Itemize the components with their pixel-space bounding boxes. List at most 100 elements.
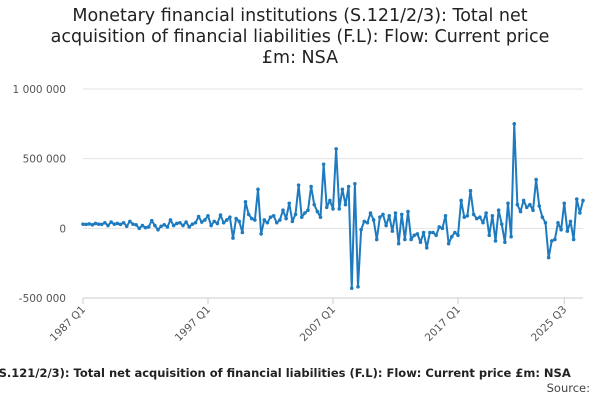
data-point — [396, 241, 401, 246]
data-point — [240, 230, 245, 235]
data-point — [556, 220, 560, 225]
data-point — [521, 198, 526, 203]
data-point — [456, 233, 460, 238]
data-point — [381, 212, 385, 217]
data-point — [459, 198, 463, 203]
data-point — [387, 213, 392, 218]
data-point — [287, 201, 292, 206]
data-point — [559, 227, 563, 232]
data-point — [174, 221, 179, 226]
data-point — [371, 218, 376, 222]
data-point — [124, 224, 129, 229]
data-point — [112, 222, 117, 226]
data-point — [443, 213, 448, 218]
data-point — [378, 215, 382, 219]
data-point — [365, 220, 370, 225]
data-point — [168, 218, 173, 222]
x-axis: 1987 Q1 1997 Q1 2007 Q1 2017 Q1 2025 Q3 — [48, 297, 583, 344]
data-point — [399, 212, 404, 217]
data-point — [574, 197, 579, 201]
data-point — [181, 223, 185, 228]
data-point — [512, 122, 517, 126]
y-tick-label: 0 — [59, 223, 66, 235]
data-point — [312, 202, 317, 207]
data-point — [243, 200, 248, 204]
data-point — [134, 223, 138, 227]
y-tick-label: 500 000 — [23, 154, 66, 166]
data-point — [290, 219, 295, 224]
data-point — [440, 226, 445, 231]
x-tick-label: 2017 Q1 — [423, 304, 463, 344]
data-point — [424, 246, 429, 250]
data-point — [196, 214, 201, 219]
data-point — [103, 220, 107, 225]
data-point — [281, 208, 285, 213]
chart-caption: Monetary financial institutions (S.121/2… — [0, 366, 600, 380]
data-point — [278, 218, 282, 222]
data-point — [271, 213, 276, 218]
data-point — [468, 188, 473, 193]
data-point — [115, 221, 120, 226]
data-point — [368, 211, 373, 215]
data-point — [553, 237, 557, 242]
data-point — [524, 205, 529, 210]
data-point — [137, 226, 142, 231]
data-point — [149, 218, 154, 223]
chart-title-line-3: £m: NSA — [261, 48, 339, 68]
data-point — [259, 232, 263, 236]
data-point — [249, 216, 254, 221]
data-point — [156, 227, 160, 232]
data-point — [393, 211, 398, 215]
data-point — [509, 234, 513, 239]
data-point — [412, 233, 417, 238]
data-point — [162, 223, 167, 227]
data-point — [346, 184, 351, 189]
data-point — [343, 202, 348, 207]
data-point — [506, 201, 510, 206]
data-point — [340, 187, 345, 192]
data-point — [228, 215, 232, 219]
data-point — [121, 220, 126, 225]
data-point — [478, 215, 482, 219]
data-point — [237, 219, 242, 224]
data-point — [349, 286, 354, 291]
data-point — [493, 239, 498, 243]
series-line — [82, 122, 584, 290]
data-point — [434, 233, 438, 238]
data-point — [215, 221, 220, 226]
data-point — [581, 198, 585, 203]
chart-title-line-1: Monetary financial institutions (S.121/2… — [72, 6, 528, 26]
source-label: Source: — [546, 381, 590, 395]
data-point — [568, 219, 573, 224]
data-point — [337, 207, 342, 211]
data-point — [203, 218, 207, 222]
data-point — [87, 222, 92, 226]
data-point — [446, 241, 451, 246]
data-point — [224, 218, 229, 222]
chart-title: Monetary financial institutions (S.121/2… — [0, 6, 600, 69]
data-point — [496, 208, 501, 213]
y-tick-label: -500 000 — [19, 293, 66, 305]
data-point — [81, 222, 85, 226]
x-tick-label: 1987 Q1 — [48, 304, 88, 344]
data-point — [140, 223, 145, 228]
data-point — [499, 222, 504, 226]
data-point — [131, 222, 135, 226]
data-point — [490, 213, 495, 218]
data-point — [206, 213, 210, 218]
data-point — [199, 220, 204, 224]
data-point — [418, 240, 423, 245]
data-point — [293, 212, 298, 217]
data-point — [106, 223, 110, 228]
x-tick-label: 2007 Q1 — [298, 304, 338, 344]
data-point — [96, 222, 101, 226]
series-line-group — [81, 122, 585, 291]
data-point — [315, 209, 320, 214]
data-point — [390, 229, 395, 233]
data-point — [537, 204, 542, 208]
data-point — [184, 220, 188, 224]
data-point — [531, 208, 535, 213]
data-point — [262, 218, 267, 222]
data-point — [571, 237, 576, 242]
